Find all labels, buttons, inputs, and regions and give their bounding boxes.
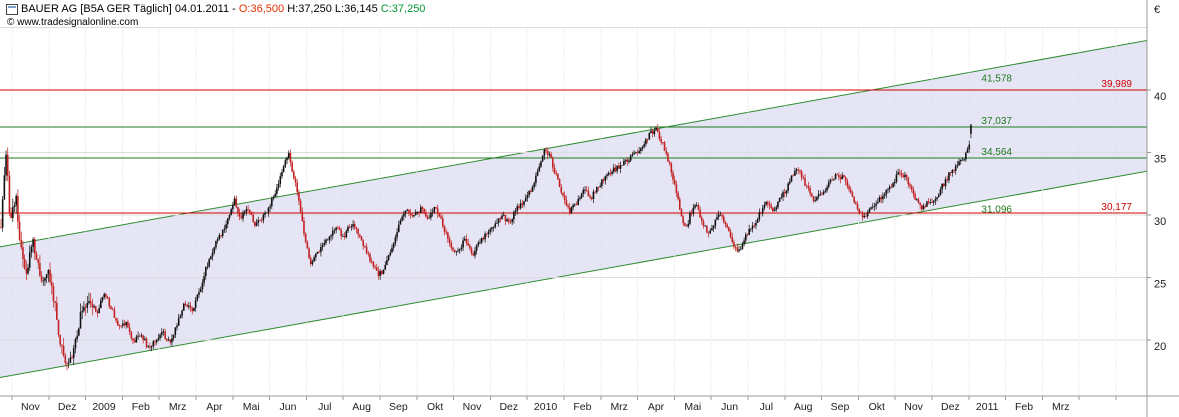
x-axis-label: 2011 <box>976 401 999 413</box>
x-axis-label: Feb <box>573 401 591 413</box>
x-axis-label: Mrz <box>1052 401 1070 413</box>
svg-text:40: 40 <box>1154 91 1166 103</box>
x-axis-label: Sep <box>831 401 850 413</box>
x-axis-label: Nov <box>904 401 923 413</box>
x-axis-label: Feb <box>132 401 150 413</box>
x-axis-label: Aug <box>352 401 371 413</box>
high-low-value: H:37,250 L:36,145 <box>284 3 381 15</box>
open-value: O:36,500 <box>238 3 285 15</box>
x-axis[interactable]: Nov Dez 2009 Feb Mrz Apr Mai Jun Jul Aug Sep Okt Nov… <box>0 395 1179 413</box>
svg-text:25: 25 <box>1154 279 1166 291</box>
copyright-notice: © www.tradesignalonline.com <box>7 17 139 28</box>
chart-window-icon <box>6 4 18 15</box>
x-axis-label: Apr <box>206 401 223 413</box>
currency-symbol: € <box>1154 4 1160 16</box>
svg-text:34,564: 34,564 <box>981 147 1012 158</box>
x-axis-label: Aug <box>794 401 813 413</box>
x-axis-label: Mai <box>243 401 260 413</box>
svg-text:37,037: 37,037 <box>981 116 1012 127</box>
svg-text:35: 35 <box>1154 154 1166 166</box>
x-axis-label: Okt <box>869 401 885 413</box>
level-lines <box>0 89 1147 214</box>
x-axis-label: Nov <box>463 401 482 413</box>
y-axis[interactable]: 40 35 30 25 20 € <box>1146 0 1166 417</box>
instrument-title: BAUER AG [B5A GER Täglich] 04.01.2011 - <box>21 3 239 15</box>
level-labels: 39,989 30,177 37,037 34,564 41,578 31,096 <box>981 73 1132 215</box>
x-axis-label: Feb <box>1015 401 1033 413</box>
svg-text:30,177: 30,177 <box>1101 202 1132 213</box>
x-axis-label: Jul <box>318 401 331 413</box>
x-axis-label: Jul <box>760 401 773 413</box>
instrument-header: BAUER AG [B5A GER Täglich] 04.01.2011 - … <box>21 3 425 15</box>
x-axis-label: Dez <box>941 401 960 413</box>
x-axis-label: Mai <box>684 401 701 413</box>
x-axis-label: Jun <box>280 401 297 413</box>
x-axis-label: Sep <box>389 401 408 413</box>
candlestick-series <box>0 124 972 371</box>
x-axis-label: Dez <box>499 401 518 413</box>
x-axis-label: Dez <box>58 401 77 413</box>
x-axis-label: Apr <box>648 401 665 413</box>
svg-text:41,578: 41,578 <box>981 73 1012 84</box>
svg-text:31,096: 31,096 <box>981 204 1012 215</box>
svg-text:39,989: 39,989 <box>1101 79 1132 90</box>
x-axis-label: 2009 <box>92 401 116 413</box>
close-value: C:37,250 <box>380 3 426 15</box>
x-axis-label: Okt <box>427 401 443 413</box>
x-axis-label: Jun <box>721 401 738 413</box>
svg-text:20: 20 <box>1154 341 1166 353</box>
svg-text:30: 30 <box>1154 216 1166 228</box>
x-axis-label: Nov <box>21 401 40 413</box>
x-axis-label: Mrz <box>610 401 628 413</box>
x-axis-label: 2010 <box>534 401 558 413</box>
x-axis-label: Mrz <box>169 401 187 413</box>
